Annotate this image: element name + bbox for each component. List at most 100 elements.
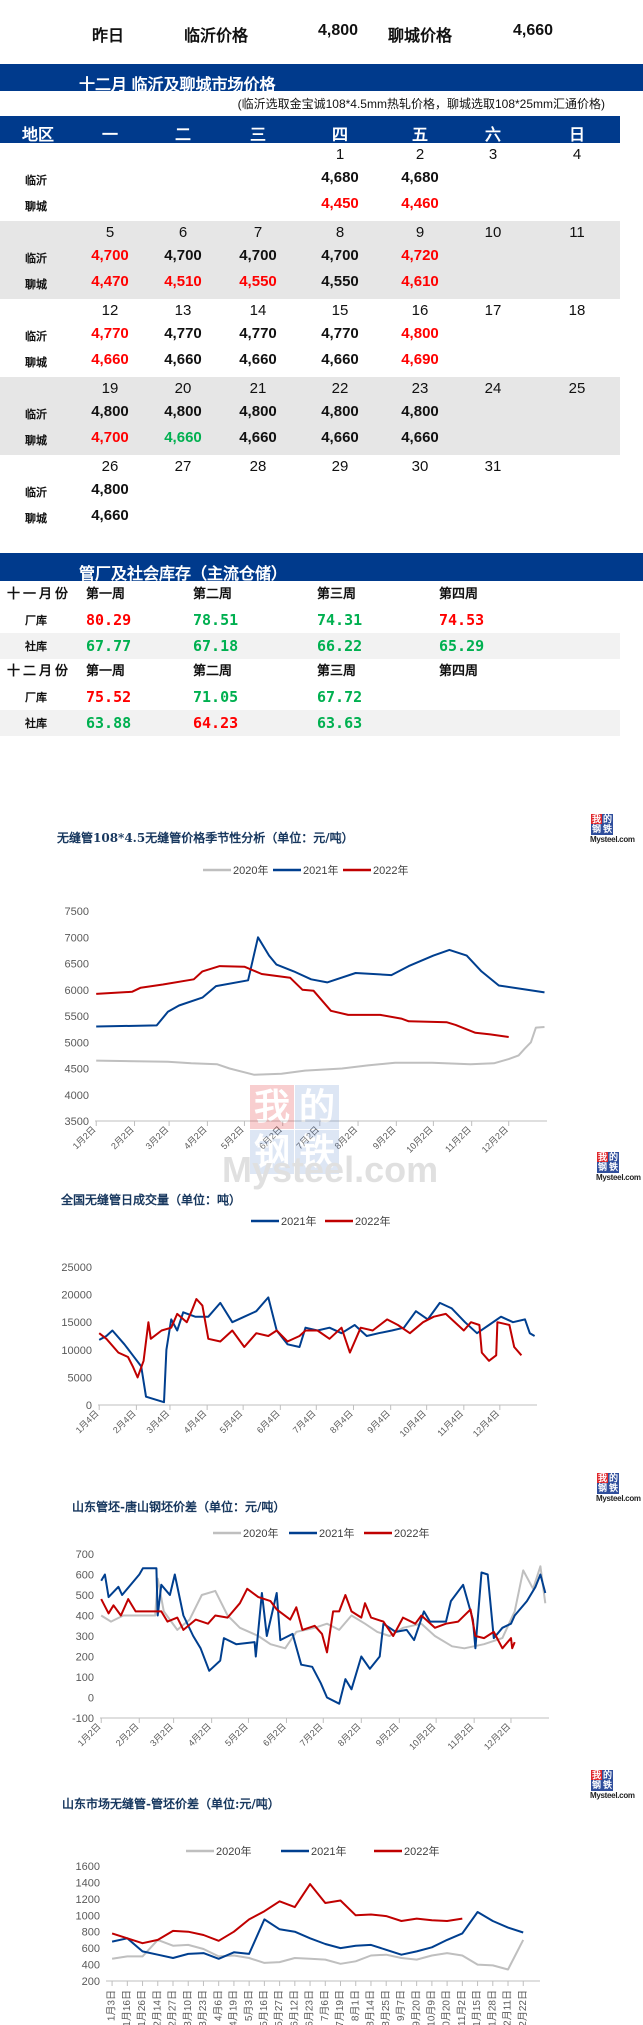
price-linyi: 4,770 xyxy=(239,325,277,342)
liaocheng-price-value: 4,660 xyxy=(512,22,554,39)
watermark: 我的钢铁 Mysteel.com xyxy=(222,1085,439,1190)
x-tick-label: 1月2日 xyxy=(76,1721,103,1748)
mysteel-logo: 我的钢铁 Mysteel.com xyxy=(596,1473,641,1503)
y-tick-label: 1400 xyxy=(76,1877,100,1889)
mysteel-logo: 我的钢铁 Mysteel.com xyxy=(596,1152,641,1182)
city-label-linyi: 临沂 xyxy=(25,252,47,265)
chart-4: 山东市场无缝管-管坯价差（单位:元/吨） 2020年 2021年 2022年 200 40… xyxy=(62,1796,540,2025)
series-line-0 xyxy=(96,1026,545,1076)
chart-title: 山东管坯-唐山钢坯价差（单位：元/吨） xyxy=(72,1499,285,1514)
price-liaocheng: 4,660 xyxy=(239,351,277,368)
price-liaocheng: 4,690 xyxy=(401,351,439,368)
price-linyi: 4,770 xyxy=(164,325,202,342)
x-tick-label: 12月4日 xyxy=(471,1408,501,1438)
city-label-linyi: 临沂 xyxy=(25,330,47,343)
logo-text: Mysteel.com xyxy=(596,1173,641,1182)
calendar-title-bar: 十二月 临沂及聊城市场价格 xyxy=(0,64,643,94)
price-linyi: 4,680 xyxy=(321,169,359,186)
price-liaocheng: 4,660 xyxy=(91,351,129,368)
price-liaocheng: 4,660 xyxy=(239,429,277,446)
week-header: 第二周 xyxy=(193,664,233,679)
y-tick-label: 1200 xyxy=(76,1894,100,1906)
x-tick-label: 12月22日 xyxy=(517,1990,529,2025)
inventory-row-social: 社库 63.88 64.23 63.63 xyxy=(0,710,620,736)
city-label-linyi: 临沂 xyxy=(25,174,47,187)
price-linyi: 4,700 xyxy=(321,247,359,264)
week-header: 第四周 xyxy=(439,587,479,602)
series-line-0 xyxy=(111,1938,525,1971)
price-linyi: 4,680 xyxy=(401,169,439,186)
chart-3: 山东管坯-唐山钢坯价差（单位：元/吨） 2020年 2021年 2022年 -100 0 1… xyxy=(72,1499,549,1752)
price-linyi: 4,800 xyxy=(401,403,439,420)
chart-title: 无缝管108*4.5无缝管价格季节性分析（单位：元/吨） xyxy=(56,830,354,845)
inventory-value: 66.22 xyxy=(317,637,363,655)
row-label: 社库 xyxy=(25,640,47,653)
calendar-day: 30 xyxy=(411,458,429,475)
series-line-1 xyxy=(100,1567,547,1705)
y-tick-label: 5000 xyxy=(65,1037,89,1049)
calendar-day: 24 xyxy=(484,380,502,397)
series-line-2 xyxy=(111,1883,463,1945)
week-header: 第三周 xyxy=(317,587,357,602)
y-tick-label: 600 xyxy=(76,1570,94,1582)
price-linyi: 4,800 xyxy=(239,403,277,420)
x-tick-label: 3月4日 xyxy=(145,1408,172,1435)
price-linyi: 4,700 xyxy=(239,247,277,264)
x-tick-label: 5月4日 xyxy=(218,1408,245,1435)
weekday-header: 日 xyxy=(568,127,585,144)
calendar-week-row: 临沂 聊城 26 4,800 4,660 27 28 29 30 31 xyxy=(0,455,620,533)
week-header: 第一周 xyxy=(86,587,126,602)
mysteel-logo: 我的钢铁 Mysteel.com xyxy=(590,814,635,844)
series-line-2 xyxy=(100,1587,516,1654)
x-tick-label: 5月2日 xyxy=(223,1721,250,1748)
x-tick-label: 11月2日 xyxy=(456,1990,468,2025)
x-tick-label: 12月2日 xyxy=(482,1721,512,1751)
x-tick-label: 2月27日 xyxy=(167,1990,179,2025)
calendar-day: 23 xyxy=(411,380,429,397)
legend-label: 2021年 xyxy=(281,1214,316,1228)
x-tick-label: 1月26日 xyxy=(136,1990,148,2025)
calendar-day: 16 xyxy=(411,302,429,319)
city-label-liaocheng: 聊城 xyxy=(25,356,47,369)
y-tick-label: 20000 xyxy=(61,1290,92,1302)
inventory-value: 75.52 xyxy=(86,688,132,706)
price-liaocheng: 4,660 xyxy=(91,507,129,524)
inventory-row-factory: 厂库 75.52 71.05 67.72 xyxy=(0,684,620,710)
x-tick-label: 3月2日 xyxy=(148,1721,175,1748)
city-label-liaocheng: 聊城 xyxy=(25,434,47,447)
x-tick-label: 1月16日 xyxy=(121,1990,133,2025)
x-tick-label: 5月16日 xyxy=(258,1990,270,2025)
x-tick-label: 7月2日 xyxy=(298,1721,325,1748)
legend-label: 2021年 xyxy=(319,1526,354,1540)
price-linyi: 4,770 xyxy=(321,325,359,342)
calendar-week-row: 临沂 聊城 19 4,800 4,700 20 4,800 4,660 21 4,800 4,660… xyxy=(0,377,620,455)
x-tick-label: 7月19日 xyxy=(334,1990,346,2025)
weekday-header: 五 xyxy=(411,127,428,144)
calendar-day: 15 xyxy=(331,302,349,319)
price-liaocheng: 4,460 xyxy=(401,195,439,212)
row-label: 社库 xyxy=(25,717,47,730)
series-line-1 xyxy=(96,936,545,1028)
y-tick-label: 15000 xyxy=(61,1317,92,1329)
x-tick-label: 11月2日 xyxy=(443,1124,473,1154)
inventory-value: 63.88 xyxy=(86,714,132,732)
y-tick-label: 400 xyxy=(82,1960,100,1972)
x-tick-label: 6月12日 xyxy=(288,1990,300,2025)
x-tick-label: 6月4日 xyxy=(255,1408,282,1435)
calendar-day: 7 xyxy=(253,224,263,241)
x-tick-label: 10月4日 xyxy=(398,1408,428,1438)
week-header: 第一周 xyxy=(86,664,126,679)
calendar-day: 25 xyxy=(568,380,586,397)
calendar-week-row: 临沂 聊城 5 4,700 4,470 6 4,700 4,510 7 4,700 4,550 8 4,… xyxy=(0,221,620,299)
x-tick-label: 2月2日 xyxy=(114,1721,141,1748)
x-tick-label: 11月28日 xyxy=(486,1990,498,2025)
price-liaocheng: 4,660 xyxy=(401,429,439,446)
y-tick-label: 400 xyxy=(76,1611,94,1623)
calendar-day: 13 xyxy=(174,302,192,319)
watermark-text: Mysteel.com xyxy=(222,1149,439,1190)
city-label-liaocheng: 聊城 xyxy=(25,512,47,525)
legend-label: 2020年 xyxy=(216,1844,251,1858)
week-header: 第二周 xyxy=(193,587,233,602)
calendar-day: 11 xyxy=(569,224,585,241)
price-linyi: 4,800 xyxy=(91,481,129,498)
